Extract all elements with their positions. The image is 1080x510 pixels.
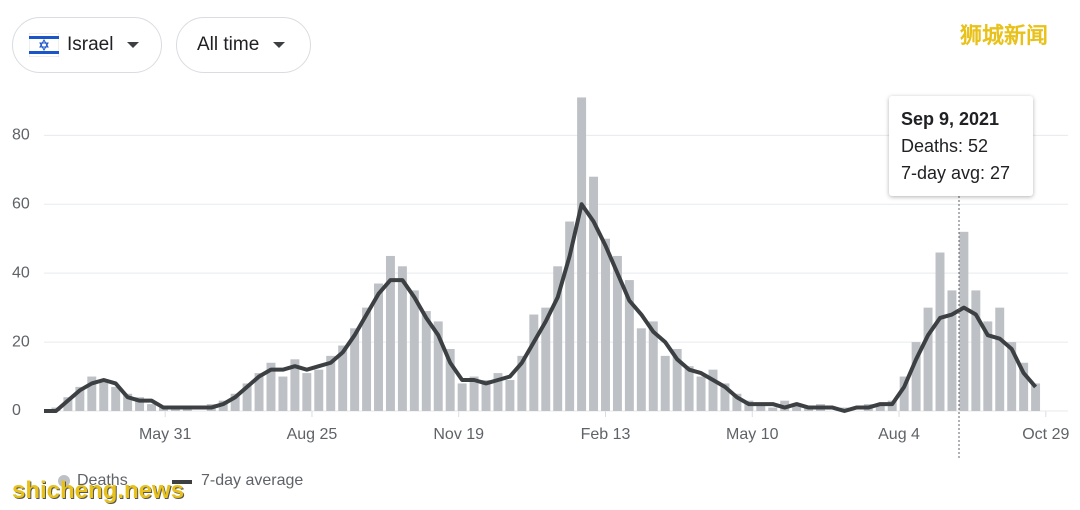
death-bar — [660, 355, 670, 411]
avg-line — [44, 202, 1038, 413]
death-bar — [302, 373, 312, 411]
x-tick-label: May 10 — [726, 426, 779, 443]
x-tick-label: May 31 — [139, 426, 192, 443]
death-bar — [409, 290, 419, 411]
death-bar — [457, 383, 467, 411]
death-bar — [995, 307, 1005, 411]
death-bar — [983, 321, 993, 411]
death-bar — [541, 307, 551, 411]
death-bar — [278, 376, 288, 411]
y-tick-label: 40 — [12, 264, 30, 281]
y-tick-label: 0 — [12, 402, 21, 419]
y-tick-label: 80 — [12, 127, 30, 144]
death-bar — [1019, 362, 1029, 411]
region-label: Israel — [67, 34, 114, 55]
death-bar — [385, 255, 395, 411]
death-bar — [230, 393, 240, 411]
region-select[interactable]: Israel — [12, 17, 162, 73]
death-bar — [63, 397, 73, 411]
y-tick-label: 60 — [12, 195, 30, 212]
death-bar — [505, 379, 515, 411]
death-bar — [75, 386, 85, 411]
death-bar — [481, 379, 491, 411]
death-bar — [959, 231, 969, 411]
death-bar — [648, 321, 658, 411]
x-tick-label: Aug 4 — [878, 426, 920, 443]
tooltip-deaths: Deaths: 52 — [901, 136, 989, 156]
x-tick-label: Nov 19 — [433, 426, 484, 443]
death-bar — [374, 283, 383, 411]
y-tick-label: 20 — [12, 333, 30, 350]
death-bar — [493, 373, 503, 411]
watermark: shicheng.news — [12, 477, 185, 504]
death-bar — [636, 328, 646, 411]
x-tick-label: Aug 25 — [287, 426, 338, 443]
death-bar — [947, 290, 957, 411]
death-bar — [433, 321, 443, 411]
death-bar — [601, 238, 610, 411]
death-bar — [565, 221, 575, 411]
tooltip: Sep 9, 2021 Deaths: 52 7-day avg: 27 — [889, 96, 1033, 196]
legend-label: 7-day average — [201, 472, 303, 489]
death-bar — [589, 176, 599, 411]
death-bar — [577, 97, 587, 412]
x-tick-label: Oct 29 — [1022, 426, 1069, 443]
death-bar — [923, 307, 933, 411]
death-bar — [971, 290, 981, 411]
death-bar — [99, 379, 109, 411]
death-bar — [469, 376, 479, 411]
death-bar — [147, 404, 156, 411]
death-bar — [624, 280, 634, 411]
death-bar — [768, 407, 778, 411]
death-bar — [290, 359, 300, 411]
death-bar — [935, 252, 945, 411]
death-bar — [756, 404, 766, 411]
death-bar — [517, 355, 527, 411]
death-bar — [111, 386, 121, 411]
range-label: All time — [197, 34, 260, 55]
x-tick-label: Feb 13 — [581, 426, 631, 443]
death-bar — [314, 369, 324, 411]
tooltip-date: Sep 9, 2021 — [901, 109, 1000, 129]
death-bar — [326, 355, 336, 411]
death-bar — [720, 383, 730, 411]
death-bar — [529, 314, 539, 411]
death-bar — [732, 393, 742, 411]
range-select[interactable]: All time — [176, 17, 311, 73]
death-bar — [553, 266, 563, 411]
death-bar — [254, 373, 264, 411]
death-bar — [696, 376, 706, 411]
death-bar — [123, 393, 133, 411]
death-bar — [362, 307, 372, 411]
death-bar — [899, 376, 909, 411]
legend-swatch — [58, 475, 70, 487]
death-bar — [1007, 342, 1017, 411]
death-bar — [350, 328, 360, 411]
death-bar — [421, 311, 431, 411]
death-bar — [242, 383, 252, 411]
death-bar — [612, 255, 622, 411]
death-bar — [135, 397, 145, 411]
watermark: 狮城新闻 — [960, 23, 1049, 48]
death-bar — [792, 404, 802, 411]
death-bar — [266, 362, 276, 411]
death-bar — [875, 404, 885, 411]
death-bar — [684, 366, 694, 411]
death-bar — [672, 348, 682, 411]
death-bar — [397, 266, 407, 411]
death-bar — [911, 342, 921, 411]
death-bar — [445, 348, 455, 411]
legend-label: Deaths — [77, 472, 128, 489]
death-bar — [1031, 383, 1041, 411]
death-bar — [87, 376, 97, 411]
death-bar — [708, 369, 718, 411]
flag — [29, 33, 59, 57]
tooltip-avg: 7-day avg: 27 — [901, 163, 1011, 183]
death-bar — [338, 345, 348, 411]
